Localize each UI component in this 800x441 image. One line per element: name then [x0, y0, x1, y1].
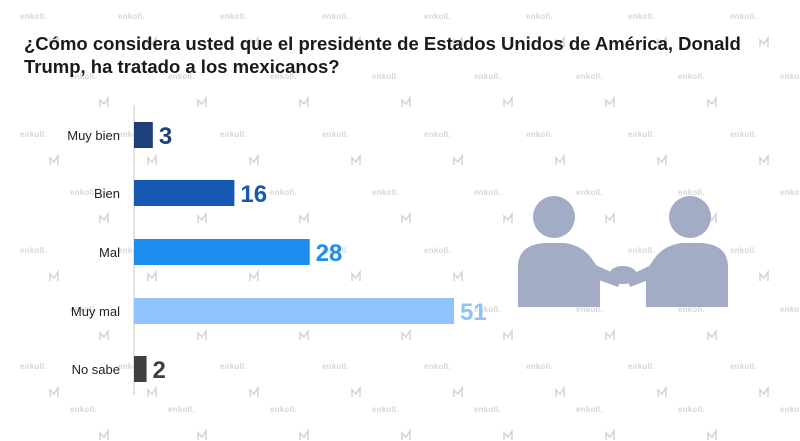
chart-title: ¿Cómo considera usted que el presidente …: [24, 33, 741, 77]
watermark-logo-icon: [99, 429, 109, 440]
watermark-logo-icon: [197, 429, 207, 440]
data-label: 16: [240, 181, 267, 208]
bar: [134, 356, 147, 382]
watermark-logo-icon: [503, 429, 513, 440]
bar: [134, 122, 153, 148]
bar-chart: Muy bien 3 Bien 16 Mal 28 Muy mal 51 No sabe 2: [67, 105, 487, 395]
watermark-logo-icon: [707, 429, 717, 440]
watermark-logo-icon: [605, 429, 615, 440]
category-label: Mal: [99, 245, 120, 260]
category-label: Muy bien: [67, 128, 120, 143]
bar: [134, 239, 310, 265]
data-label: 2: [153, 357, 166, 384]
bar: [134, 180, 235, 206]
data-label: 28: [316, 240, 343, 267]
bars-group: Muy bien 3 Bien 16 Mal 28 Muy mal 51 No sabe 2: [67, 122, 487, 384]
category-label: Muy mal: [71, 304, 120, 319]
watermark-logo-icon: [401, 429, 411, 440]
handshake-icon: [518, 196, 728, 307]
bar: [134, 298, 454, 324]
data-label: 3: [159, 123, 172, 150]
data-label: 51: [460, 299, 487, 326]
watermark-logo-icon: [299, 429, 309, 440]
category-label: Bien: [94, 186, 120, 201]
category-label: No sabe: [72, 362, 120, 377]
